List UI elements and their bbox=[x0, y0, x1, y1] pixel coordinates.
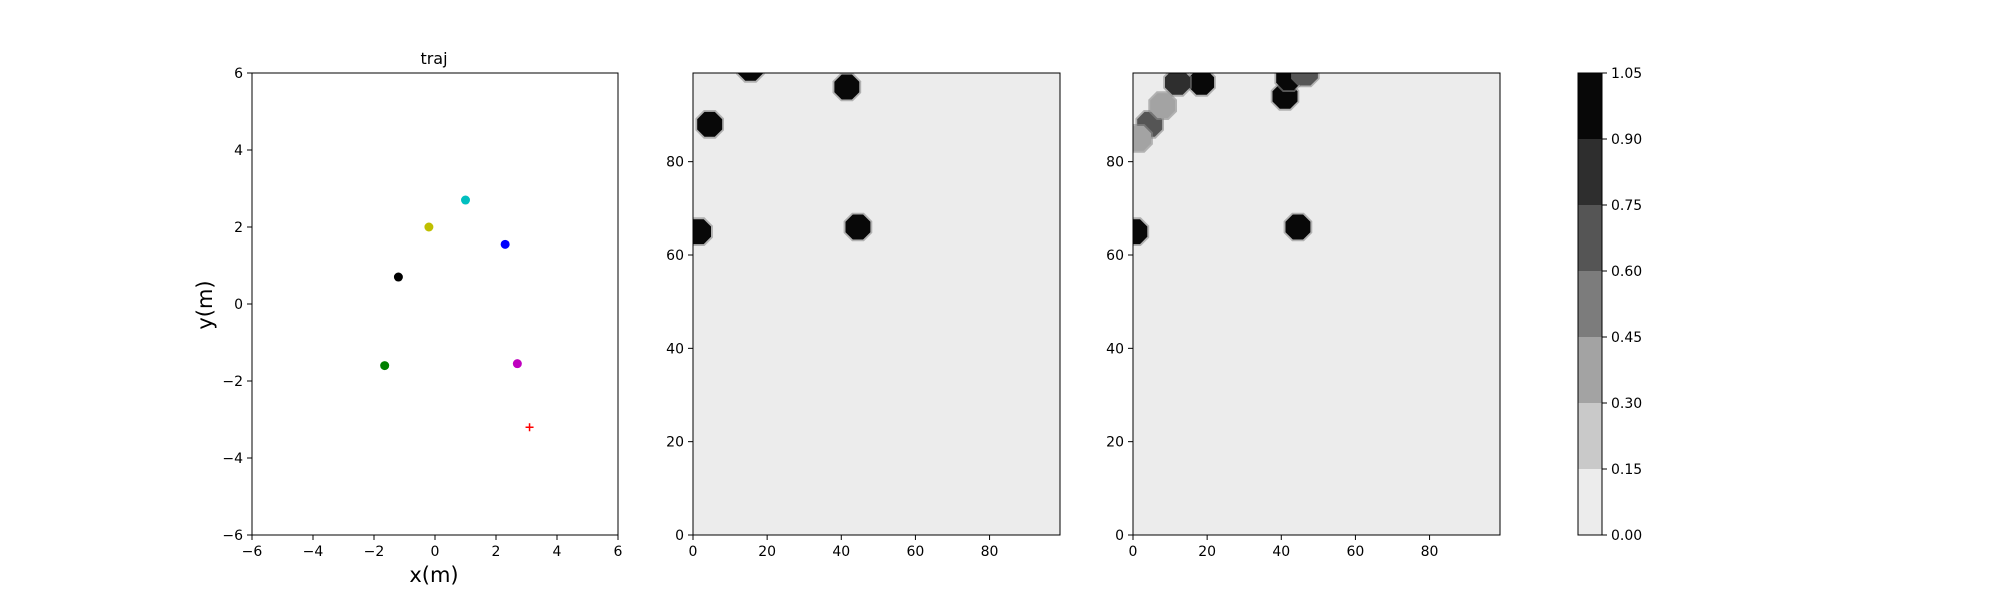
heatmap-cells bbox=[1133, 73, 1320, 246]
plot-area: −6 −4 −2 0 2 4 6 −6 −4 −2 0 2 4 6 bbox=[222, 66, 622, 560]
y-tick-label: −2 bbox=[222, 374, 243, 390]
y-tick-label: 6 bbox=[234, 66, 243, 82]
chart-title: traj bbox=[420, 49, 447, 68]
obstacle-blob bbox=[1285, 214, 1311, 240]
y-tick-label: 0 bbox=[1115, 528, 1124, 544]
heatmap-background bbox=[693, 73, 1060, 535]
y-tick-label: 80 bbox=[1106, 155, 1124, 171]
plot-frame bbox=[1132, 72, 1501, 536]
y-tick-label: 40 bbox=[666, 341, 684, 357]
y-tick-label: 0 bbox=[675, 528, 684, 544]
colorbar-tick-label: 1.05 bbox=[1611, 66, 1642, 82]
y-tick-label: 2 bbox=[234, 220, 243, 236]
x-tick-label: 6 bbox=[614, 544, 623, 560]
y-axis-label: y(m) bbox=[193, 280, 217, 329]
colorbar-frame bbox=[1577, 72, 1603, 536]
occupancy-map-panel-1: 0 20 40 60 80 0 20 40 60 80 bbox=[666, 72, 1061, 560]
x-tick-label: 20 bbox=[758, 544, 776, 560]
colorbar-segment bbox=[1578, 271, 1602, 337]
x-tick-label: −2 bbox=[364, 544, 385, 560]
y-tick-label: 80 bbox=[666, 155, 684, 171]
colorbar-tick-label: 0.60 bbox=[1611, 264, 1642, 280]
x-tick-label: 80 bbox=[1421, 544, 1439, 560]
colorbar-segment bbox=[1578, 403, 1602, 469]
colorbar-tick-label: 0.30 bbox=[1611, 396, 1642, 412]
data-point-goal bbox=[525, 423, 534, 432]
y-tick-label: 4 bbox=[234, 143, 243, 159]
y-tick-label: 20 bbox=[1106, 435, 1124, 451]
y-tick-label: 0 bbox=[234, 297, 243, 313]
data-point bbox=[393, 272, 403, 282]
colorbar-segment bbox=[1578, 205, 1602, 271]
colorbar-tick-label: 0.75 bbox=[1611, 198, 1642, 214]
x-tick-label: 20 bbox=[1198, 544, 1216, 560]
y-tick-label: 60 bbox=[666, 248, 684, 264]
colorbar-segment bbox=[1578, 73, 1602, 139]
obstacle-blob bbox=[1189, 73, 1215, 95]
data-point bbox=[500, 239, 510, 249]
x-tick-label: 40 bbox=[832, 544, 850, 560]
colorbar-tick-label: 0.45 bbox=[1611, 330, 1642, 346]
occupancy-map-panel-2: 0 20 40 60 80 0 20 40 60 80 bbox=[1106, 72, 1501, 560]
obstacle-blob bbox=[834, 74, 860, 100]
colorbar-tick-label: 0.15 bbox=[1611, 462, 1642, 478]
obstacle-blob bbox=[697, 111, 723, 137]
y-tick-label: 40 bbox=[1106, 341, 1124, 357]
x-tick-label: 60 bbox=[907, 544, 925, 560]
data-point bbox=[461, 195, 470, 205]
x-tick-label: 0 bbox=[1129, 544, 1138, 560]
colorbar-tick-label: 0.00 bbox=[1611, 528, 1642, 544]
y-tick-label: 60 bbox=[1106, 248, 1124, 264]
plot-frame bbox=[692, 72, 1061, 536]
x-tick-label: 60 bbox=[1347, 544, 1365, 560]
colorbar: 0.00 0.15 0.30 0.45 0.60 0.75 0.90 1.05 bbox=[1577, 66, 1642, 544]
plot-frame bbox=[251, 72, 619, 536]
y-tick-label: −4 bbox=[222, 451, 243, 467]
x-tick-label: 0 bbox=[431, 544, 440, 560]
data-point bbox=[424, 222, 434, 232]
y-tick-label: 20 bbox=[666, 435, 684, 451]
obstacle-blob bbox=[1292, 73, 1318, 86]
obstacle-blob bbox=[845, 214, 871, 240]
y-tick-label: −6 bbox=[222, 528, 243, 544]
x-tick-label: 80 bbox=[981, 544, 999, 560]
x-tick-label: 4 bbox=[553, 544, 562, 560]
obstacle-blob bbox=[1133, 219, 1148, 245]
heatmap-cells bbox=[693, 73, 873, 246]
obstacle-blob bbox=[1150, 93, 1176, 119]
obstacle-blob bbox=[693, 219, 711, 245]
colorbar-segment bbox=[1578, 139, 1602, 205]
heatmap-background bbox=[1133, 73, 1500, 535]
x-tick-label: −4 bbox=[303, 544, 324, 560]
data-point bbox=[380, 361, 390, 371]
obstacle-blob bbox=[738, 73, 763, 81]
colorbar-segment bbox=[1578, 469, 1602, 535]
obstacle-blob bbox=[1165, 73, 1190, 95]
x-tick-label: 0 bbox=[689, 544, 698, 560]
x-tick-label: −6 bbox=[242, 544, 263, 560]
x-tick-label: 2 bbox=[492, 544, 501, 560]
colorbar-segment bbox=[1578, 337, 1602, 403]
trajectory-panel: traj x(m) y(m) −6 −4 −2 0 2 4 6 −6 −4 −2 0 2 4 6 bbox=[193, 49, 623, 587]
colorbar-tick-label: 0.90 bbox=[1611, 132, 1642, 148]
x-axis-label: x(m) bbox=[409, 563, 458, 587]
x-tick-label: 40 bbox=[1272, 544, 1290, 560]
obstacle-blob bbox=[1133, 125, 1151, 151]
data-point bbox=[512, 359, 522, 369]
